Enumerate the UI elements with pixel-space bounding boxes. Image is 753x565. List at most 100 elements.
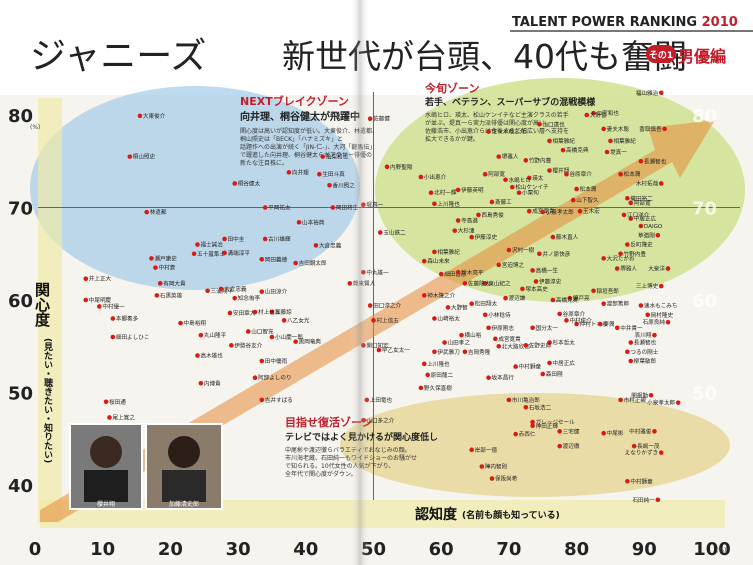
scatter-point	[281, 318, 287, 323]
scatter-point	[526, 175, 532, 181]
scatter-point	[530, 325, 535, 331]
x-axis-label: 認知度	[415, 506, 458, 523]
title-left: ジャニーズ	[30, 36, 206, 77]
scatter-point	[625, 349, 630, 355]
next-zone-body-1: 桐山照史は「BECK」「ハナミズキ」と	[240, 135, 343, 143]
point-label: 山口達也	[542, 120, 565, 128]
scatter-point	[570, 197, 576, 203]
point-label: 佐藤健	[373, 115, 390, 123]
scatter-point	[320, 154, 326, 159]
point-label: 中井貴一	[620, 324, 643, 332]
scatter-point	[259, 397, 265, 403]
scatter-point	[625, 242, 630, 247]
now-zone-title: 今旬ゾーン	[424, 81, 479, 95]
point-label: 阿部寛	[488, 170, 505, 178]
point-label: 堺雅人	[502, 153, 519, 161]
scatter-point	[127, 154, 133, 159]
scatter-point	[652, 429, 657, 434]
scatter-point	[83, 297, 89, 303]
scatter-point	[317, 171, 322, 177]
scatter-point	[509, 184, 515, 190]
point-label: 三上博史	[636, 282, 659, 290]
scatter-point	[198, 380, 204, 386]
point-label: 堤真一	[366, 201, 383, 209]
scatter-point	[107, 415, 112, 420]
point-label: 陣内智則	[485, 463, 508, 471]
scatter-point	[530, 268, 535, 273]
scatter-point	[652, 332, 657, 338]
scatter-point	[577, 208, 583, 214]
scatter-point	[547, 168, 552, 173]
point-label: 小山慶一郎	[275, 333, 303, 341]
point-label: 森山未來	[427, 257, 450, 265]
point-label: 福山雅治	[636, 89, 659, 97]
photo-sakurai-body	[84, 470, 128, 502]
scatter-point	[638, 158, 644, 164]
point-label: 北大路欣也	[502, 342, 530, 350]
y-tick-label: 60	[8, 291, 33, 312]
x-tick-label: 100	[693, 539, 731, 560]
scatter-point	[540, 371, 546, 377]
point-label: 山崎裕太	[437, 315, 460, 323]
title-right: 新世代が台頭、40代も奮闘	[282, 37, 687, 76]
point-label: 香取慎吾	[639, 125, 662, 133]
scatter-point	[645, 312, 650, 318]
point-label: 櫻井翔	[553, 167, 570, 175]
next-zone-callout: NEXTブレイクゾーン 向井理、桐谷健太が飛躍中 関心度は高いが認知度が低い。大…	[240, 94, 378, 167]
point-label: 木村拓哉	[636, 179, 659, 187]
right-tick-label: 80	[692, 106, 717, 127]
point-label: 沢村一樹	[512, 246, 535, 254]
point-label: 香川照之	[332, 181, 355, 189]
point-label: 福士誠治	[200, 241, 223, 249]
point-label: 藤木直人	[556, 233, 579, 241]
scatter-point	[482, 171, 488, 177]
next-zone-title: NEXTブレイクゾーン	[240, 94, 349, 108]
point-label: 国分太一	[536, 324, 559, 332]
scatter-point	[496, 154, 502, 159]
scatter-point	[153, 265, 158, 270]
scatter-point	[479, 464, 485, 469]
point-label: 大倉忠義	[319, 241, 342, 249]
scatter-point	[425, 372, 430, 378]
point-label: 中村俊介	[569, 316, 592, 324]
x-axis-note: (名前も顔も知っている)	[462, 509, 560, 521]
scatter-point	[506, 247, 512, 253]
point-label: 亀梨和也	[326, 153, 349, 161]
scatter-point	[516, 190, 522, 195]
point-label: 田中圭	[228, 235, 245, 243]
x-tick-label: 70	[496, 539, 521, 560]
scatter-point	[597, 321, 603, 327]
point-label: 三宅健	[563, 427, 580, 435]
point-label: 黒岡竜典	[299, 338, 322, 346]
point-label: 小林稔侍	[488, 311, 511, 319]
point-label: 保阪尚希	[495, 475, 518, 483]
next-zone-subtitle: 向井理、桐谷健太が飛躍中	[240, 110, 360, 123]
point-label: 渡辺徹	[563, 442, 580, 450]
point-label: 織田裕二	[630, 194, 653, 202]
right-tick-label: 60	[692, 291, 717, 312]
scatter-point	[259, 257, 265, 262]
scatter-point	[144, 209, 150, 215]
point-label: 高橋一生	[536, 266, 559, 274]
point-label: 神田正輝	[536, 422, 559, 430]
point-label: 上田竜也	[370, 396, 393, 404]
point-label: 伊原剛志	[492, 324, 515, 332]
scatter-point	[601, 301, 606, 307]
y-unit-label: (%)	[30, 124, 40, 131]
point-label: 関口知宏	[366, 341, 389, 349]
point-label: 伊藤英明	[461, 186, 484, 194]
scatter-point	[459, 332, 464, 338]
scatter-point	[157, 281, 163, 286]
point-label: 草彅剛	[638, 231, 655, 239]
point-label: 速水もこみち	[644, 302, 678, 310]
point-label: 中村獅童	[519, 363, 542, 371]
point-label: 中尾彬	[607, 429, 624, 437]
point-label: 加藤諒	[275, 308, 292, 316]
point-label: 吉岡秀隆	[468, 348, 491, 356]
scatter-point	[469, 447, 474, 453]
scatter-point	[489, 199, 495, 205]
photo-caption-kato: 加藤清史郎	[169, 500, 199, 508]
scatter-point	[523, 158, 529, 163]
scatter-point	[675, 400, 681, 405]
